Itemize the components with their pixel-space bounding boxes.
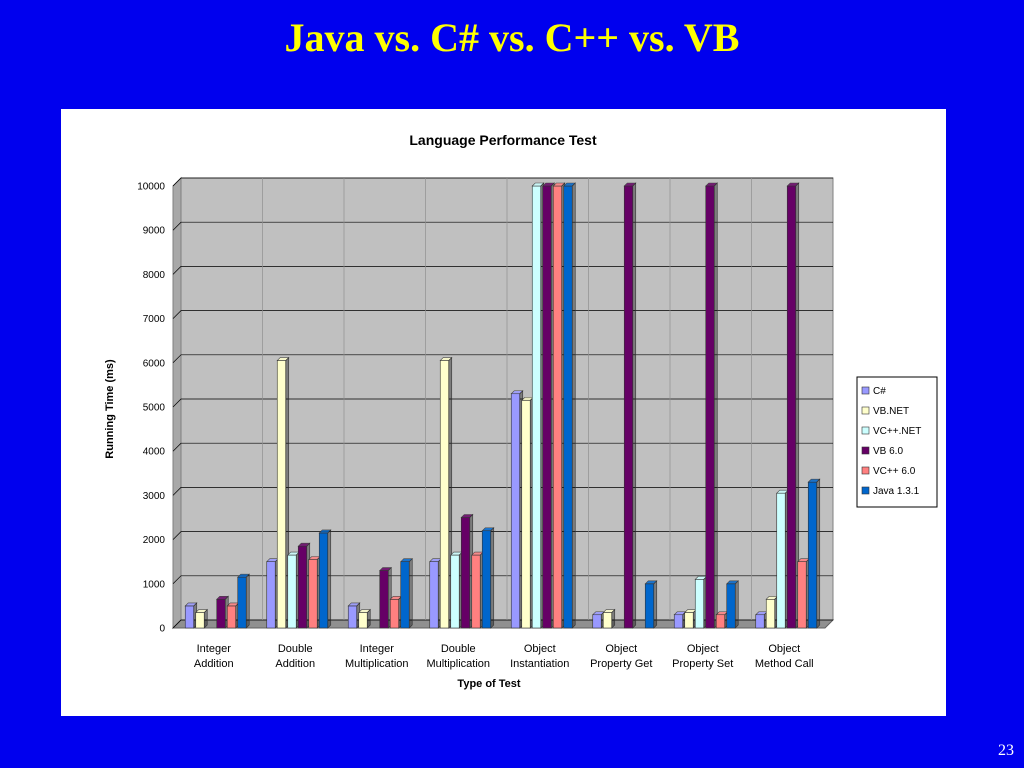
bar: [195, 608, 208, 629]
bar: [776, 489, 789, 629]
legend-label: C#: [873, 386, 886, 397]
legend-swatch: [861, 406, 870, 415]
legend-swatch: [861, 466, 870, 475]
x-axis-title: Type of Test: [457, 678, 520, 690]
bar: [684, 608, 697, 629]
gridline: [172, 221, 833, 231]
bar: [481, 527, 495, 629]
y-tick-label: 0: [159, 624, 165, 635]
x-category-label: Integer Addition: [194, 643, 234, 670]
gridline: [172, 177, 833, 187]
bar: [184, 602, 198, 629]
bar: [266, 557, 279, 629]
gridline: [172, 531, 833, 540]
y-axis-ticks: 0 1000 2000 3000 4000 5000 6000 7000 8000 9000 100…: [137, 182, 165, 635]
legend: C# VB.NET VC++.NET VB 6.0 VC++ 6.0 Java 1.3.1: [856, 376, 938, 508]
bars: [184, 182, 821, 629]
bar: [623, 182, 637, 629]
bar: [429, 557, 442, 629]
bar: [216, 595, 229, 629]
bar: [439, 356, 453, 629]
y-tick-label: 6000: [143, 358, 166, 369]
bar: [237, 573, 250, 629]
gridline: [172, 442, 833, 452]
bar: [276, 356, 290, 629]
y-tick-label: 3000: [143, 491, 166, 502]
bar: [358, 608, 371, 629]
legend-label: VC++.NET: [873, 426, 921, 437]
legend-swatch: [861, 446, 870, 455]
gridline: [172, 575, 833, 585]
bar: [347, 602, 361, 629]
chart: Language Performance Test 0 1000 2000 3000 4…: [104, 132, 938, 690]
bar: [400, 557, 413, 629]
x-axis-categories: Integer Addition Double Addition Integer Mult…: [194, 643, 814, 670]
slide-title: Java vs. C# vs. C++ vs. VB: [284, 15, 740, 60]
legend-swatch: [861, 386, 870, 395]
bar: [673, 611, 687, 629]
bar: [602, 608, 616, 629]
legend-box: [856, 376, 938, 508]
y-tick-label: 8000: [143, 270, 166, 281]
chart-title: Language Performance Test: [409, 132, 597, 148]
bar: [644, 580, 658, 629]
bar: [592, 611, 605, 629]
x-category-label: Integer Multiplication: [345, 643, 409, 670]
bar: [308, 555, 321, 629]
bar: [786, 182, 800, 629]
x-category-label: Double Addition: [275, 643, 315, 670]
y-tick-label: 4000: [143, 447, 166, 458]
bar: [226, 602, 240, 629]
bar: [726, 580, 739, 629]
bar: [542, 182, 555, 629]
bar: [510, 390, 524, 629]
bar: [531, 182, 545, 629]
page-number: 23: [998, 742, 1014, 759]
bar: [287, 551, 300, 629]
gridline: [172, 354, 833, 364]
bar: [297, 542, 311, 629]
bar: [563, 182, 576, 629]
bar: [379, 566, 392, 629]
bar: [521, 396, 534, 629]
x-category-label: Object Property Set: [672, 643, 733, 670]
chart-panel: Language Performance Test 0 1000 2000 3000 4…: [61, 109, 946, 716]
legend-label: VB.NET: [873, 406, 909, 417]
y-tick-label: 2000: [143, 535, 166, 546]
x-category-label: Object Instantiation: [510, 643, 569, 670]
gridline: [172, 398, 833, 408]
y-tick-label: 10000: [137, 182, 165, 193]
bar: [694, 575, 708, 629]
bar: [552, 182, 566, 629]
bar: [765, 595, 779, 629]
legend-label: VC++ 6.0: [873, 466, 916, 477]
bar: [807, 478, 821, 629]
y-tick-label: 9000: [143, 226, 166, 237]
bar: [389, 595, 403, 629]
bar: [460, 513, 474, 629]
y-axis-title: Running Time (ms): [104, 359, 116, 459]
bar: [755, 611, 768, 629]
gridline: [172, 310, 833, 319]
legend-swatch: [861, 426, 870, 435]
gridline: [172, 619, 833, 629]
y-tick-label: 1000: [143, 579, 166, 590]
bar: [797, 557, 810, 629]
x-category-label: Double Multiplication: [426, 643, 490, 670]
bar: [450, 551, 463, 629]
gridline: [172, 487, 833, 496]
legend-label: Java 1.3.1: [873, 486, 920, 497]
x-category-label: Object Method Call: [755, 643, 814, 670]
bar: [705, 182, 718, 629]
y-tick-label: 5000: [143, 403, 166, 414]
bar: [471, 551, 484, 629]
y-tick-label: 7000: [143, 314, 166, 325]
x-category-label: Object Property Get: [590, 643, 652, 670]
legend-label: VB 6.0: [873, 446, 903, 457]
bar: [318, 529, 332, 629]
legend-swatch: [861, 486, 870, 495]
gridline: [172, 266, 833, 275]
bar: [715, 611, 729, 629]
gridlines: [172, 177, 833, 629]
